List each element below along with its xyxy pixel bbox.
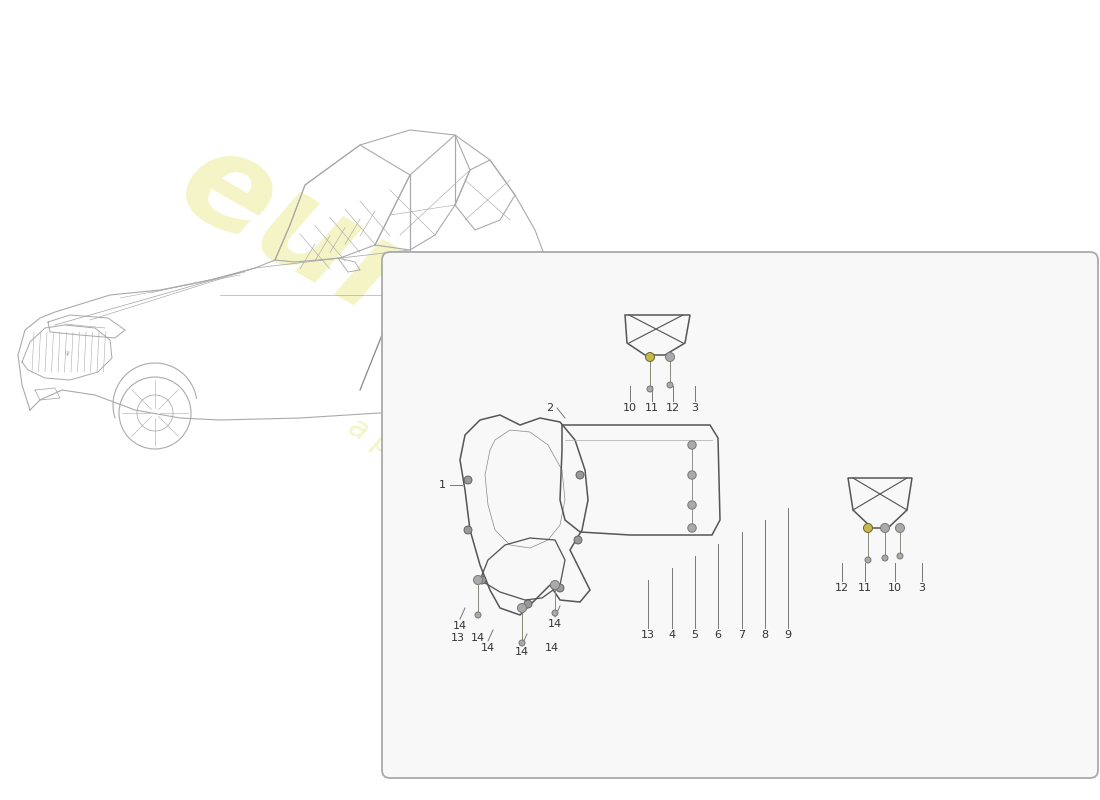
Circle shape: [647, 386, 653, 392]
Circle shape: [688, 501, 696, 509]
Text: a passion for parts since 1985: a passion for parts since 1985: [343, 412, 757, 668]
Text: 12: 12: [666, 403, 680, 413]
Circle shape: [475, 612, 481, 618]
Circle shape: [574, 536, 582, 544]
Text: 14: 14: [548, 619, 562, 629]
Text: 12: 12: [835, 583, 849, 593]
Circle shape: [865, 557, 871, 563]
Text: eurospares: eurospares: [157, 116, 943, 644]
Text: OOO: OOO: [438, 302, 452, 307]
FancyBboxPatch shape: [382, 252, 1098, 778]
Text: 14: 14: [515, 647, 529, 657]
Circle shape: [864, 523, 872, 533]
Text: 3: 3: [692, 403, 698, 413]
Circle shape: [524, 600, 532, 608]
Circle shape: [556, 584, 564, 592]
Text: 14: 14: [481, 643, 495, 653]
Circle shape: [473, 575, 483, 585]
Circle shape: [646, 353, 654, 362]
Circle shape: [464, 476, 472, 484]
Circle shape: [688, 524, 696, 532]
Circle shape: [688, 441, 696, 450]
Text: 14: 14: [471, 633, 485, 643]
Text: 1: 1: [439, 480, 446, 490]
Text: 13: 13: [641, 630, 654, 640]
Circle shape: [882, 555, 888, 561]
Text: 11: 11: [645, 403, 659, 413]
Text: 8: 8: [761, 630, 769, 640]
Text: 6: 6: [715, 630, 722, 640]
Text: 3: 3: [918, 583, 925, 593]
Circle shape: [517, 603, 527, 613]
Circle shape: [576, 471, 584, 479]
Circle shape: [464, 526, 472, 534]
Text: 4: 4: [669, 630, 675, 640]
Circle shape: [666, 353, 674, 362]
Text: 9: 9: [784, 630, 792, 640]
Text: 10: 10: [623, 403, 637, 413]
Circle shape: [896, 553, 903, 559]
Circle shape: [552, 610, 558, 616]
Circle shape: [667, 382, 673, 388]
Text: 5: 5: [692, 630, 698, 640]
Text: ψ: ψ: [65, 350, 69, 356]
Text: 10: 10: [888, 583, 902, 593]
Text: 7: 7: [738, 630, 746, 640]
Circle shape: [895, 523, 904, 533]
Circle shape: [880, 523, 890, 533]
Text: 14: 14: [453, 621, 468, 631]
Text: 2: 2: [547, 403, 553, 413]
Text: 11: 11: [858, 583, 872, 593]
Circle shape: [519, 640, 525, 646]
Circle shape: [478, 576, 486, 584]
Circle shape: [550, 581, 560, 590]
Circle shape: [688, 470, 696, 479]
Text: 13: 13: [451, 633, 465, 643]
Text: 14: 14: [544, 643, 559, 653]
